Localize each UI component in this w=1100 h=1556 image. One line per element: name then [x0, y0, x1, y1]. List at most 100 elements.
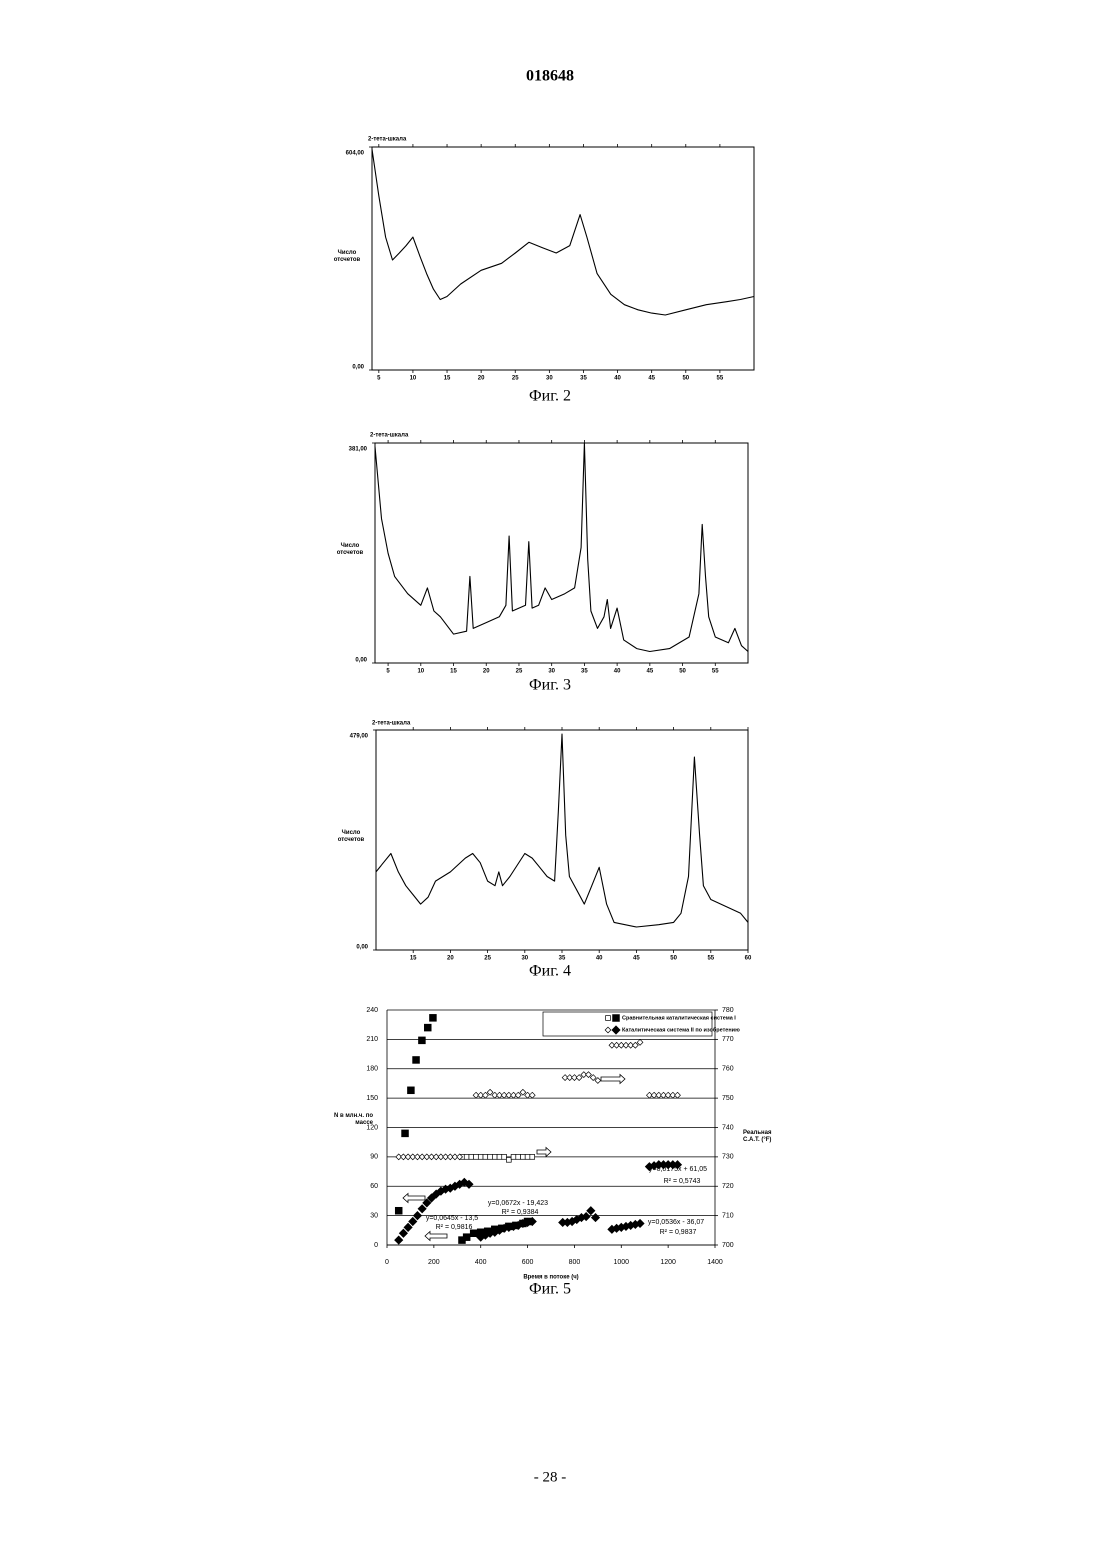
x-tick-label: 45	[646, 669, 653, 675]
trend-annotation: R² = 0,5743	[664, 1178, 701, 1185]
marker-diamond	[586, 1072, 592, 1078]
y-tick-label: 60	[370, 1183, 378, 1190]
x-tick-label: 35	[581, 669, 588, 675]
arrow-left	[425, 1232, 447, 1241]
x-tick-label: 25	[516, 669, 523, 675]
x-tick-label: 35	[559, 956, 566, 962]
marker-square	[506, 1157, 511, 1162]
legend-label: Каталитическая система II по изобретению	[622, 1026, 740, 1033]
marker-square	[478, 1154, 483, 1159]
y2-tick-label: 770	[722, 1036, 734, 1043]
x-tick-label: 45	[633, 956, 640, 962]
y2-tick-label: 730	[722, 1154, 734, 1161]
marker-diamond	[395, 1236, 403, 1244]
marker-square	[525, 1154, 530, 1159]
trend-annotation: y=0,0536x - 36,07	[648, 1219, 704, 1226]
y-tick-label: 150	[366, 1095, 378, 1102]
x-tick-label: 1000	[613, 1259, 629, 1266]
x-tick-label: 600	[522, 1259, 534, 1266]
marker-diamond	[632, 1042, 638, 1048]
marker-diamond	[675, 1092, 681, 1098]
marker-square	[402, 1130, 409, 1137]
arrow-left	[403, 1194, 425, 1203]
y-axis-label: Число отсчетов	[330, 250, 364, 264]
x-tick-label: 40	[596, 956, 603, 962]
y2-tick-label: 750	[722, 1095, 734, 1102]
y2-tick-label: 760	[722, 1066, 734, 1073]
y-tick-label: 604,00	[346, 151, 365, 157]
page: 018648 - 28 - 2-тета-шкала 5 10 15 20 25 30 35 4…	[0, 0, 1100, 1556]
marker-diamond	[483, 1092, 489, 1098]
marker-square	[488, 1154, 493, 1159]
trend-annotation: y=0,0645x - 13,5	[426, 1215, 478, 1222]
marker-diamond	[591, 1214, 599, 1222]
marker-diamond	[413, 1212, 421, 1220]
marker-square	[464, 1154, 469, 1159]
y2-axis-label: Реальная C.A.T. (°F)	[743, 1130, 783, 1144]
x-tick-label: 25	[484, 956, 491, 962]
x-tick-label: 0	[385, 1259, 389, 1266]
marker-square	[470, 1230, 477, 1237]
marker-square	[492, 1154, 497, 1159]
x-tick-label: 55	[707, 956, 714, 962]
figure-caption: Фиг. 2	[529, 388, 571, 405]
x-tick-label: 15	[444, 376, 451, 382]
y-tick-label: 479,00	[350, 734, 369, 740]
marker-square	[516, 1154, 521, 1159]
x-tick-label: 20	[483, 669, 490, 675]
marker-square	[497, 1154, 502, 1159]
x-tick-label: 40	[614, 669, 621, 675]
y-tick-label: 240	[366, 1007, 378, 1014]
plot-frame	[376, 730, 748, 950]
y-tick-label: 0,00	[355, 658, 367, 664]
arrow-right	[601, 1075, 625, 1084]
x-tick-label: 20	[447, 956, 454, 962]
x-tick-label: 30	[521, 956, 528, 962]
y2-tick-label: 720	[722, 1183, 734, 1190]
marker-diamond	[587, 1207, 595, 1215]
figure-caption: Фиг. 3	[529, 677, 571, 694]
figure-caption: Фиг. 5	[529, 1281, 571, 1298]
marker-square	[395, 1207, 402, 1214]
x-axis-label: Время в потоке (ч)	[523, 1275, 578, 1281]
x-tick-label: 55	[717, 376, 724, 382]
y2-tick-label: 700	[722, 1242, 734, 1249]
marker-square	[502, 1154, 507, 1159]
y-tick-label: 210	[366, 1036, 378, 1043]
plot-frame	[375, 443, 748, 663]
chart-title: 2-тета-шкала	[372, 721, 411, 727]
marker-diamond	[529, 1092, 535, 1098]
marker-square	[474, 1154, 479, 1159]
trend-annotation: R² = 0,9837	[660, 1229, 697, 1236]
marker-diamond	[520, 1089, 526, 1095]
marker-square	[413, 1057, 420, 1064]
marker-square	[520, 1154, 525, 1159]
marker-square	[483, 1154, 488, 1159]
x-tick-label: 10	[410, 376, 417, 382]
chart-title: 2-тета-шкала	[370, 433, 409, 439]
x-tick-label: 5	[386, 669, 390, 675]
y2-tick-label: 780	[722, 1007, 734, 1014]
x-tick-label: 30	[548, 669, 555, 675]
x-tick-label: 400	[475, 1259, 487, 1266]
marker-square	[469, 1154, 474, 1159]
y-axis-label: Число отсчетов	[333, 543, 367, 557]
marker-diamond	[409, 1217, 417, 1225]
y-tick-label: 0,00	[352, 365, 364, 371]
x-tick-label: 50	[682, 376, 689, 382]
page-canvas: 018648 - 28 - 2-тета-шкала 5 10 15 20 25 30 35 4…	[0, 0, 1100, 1556]
x-tick-label: 60	[745, 956, 752, 962]
x-tick-label: 20	[478, 376, 485, 382]
trend-annotation: y=0,0672x - 19,423	[488, 1200, 548, 1207]
x-tick-label: 50	[679, 669, 686, 675]
x-tick-label: 40	[614, 376, 621, 382]
figure-caption: Фиг. 4	[529, 963, 571, 980]
x-tick-label: 30	[546, 376, 553, 382]
page-header: 018648	[526, 68, 574, 85]
x-tick-label: 50	[670, 956, 677, 962]
marker-diamond	[487, 1089, 493, 1095]
page-number: - 28 -	[534, 1469, 567, 1485]
marker-square	[463, 1234, 470, 1241]
arrow-right	[537, 1148, 551, 1157]
y2-tick-label: 740	[722, 1124, 734, 1131]
